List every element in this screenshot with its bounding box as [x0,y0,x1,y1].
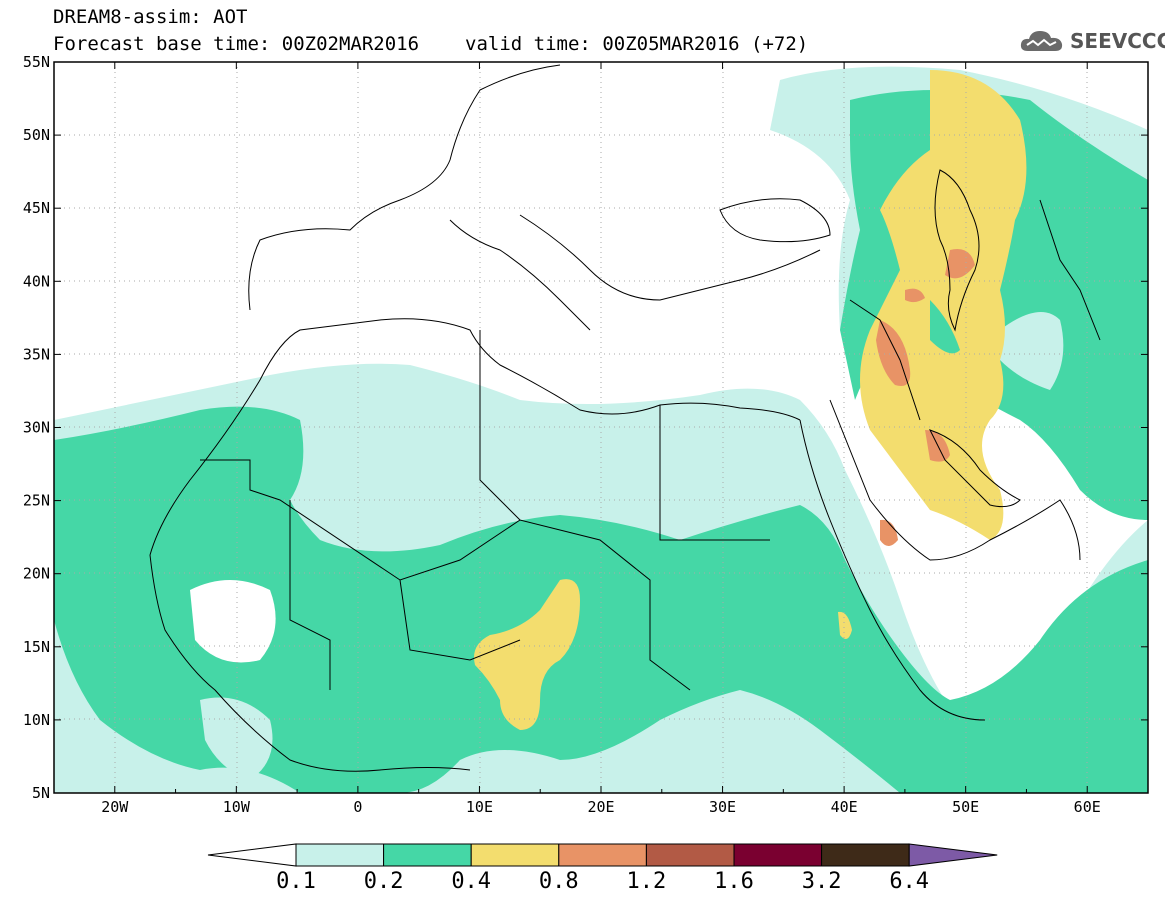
colorbar-boxes [207,843,998,867]
aot-band-12 [876,320,911,386]
lat-tick-label: 50N [23,126,50,144]
aot-band-08 [860,70,1027,540]
lat-tick-label: 35N [23,345,50,363]
colorbar-box [733,843,823,867]
lon-tick-label: 0 [353,798,362,816]
lat-tick-label: 55N [23,53,50,71]
time-info: Forecast base time: 00Z02MAR2016 valid ti… [53,33,808,55]
lon-tick-label: 60E [1074,798,1101,816]
lat-tick-label: 40N [23,272,50,290]
lat-tick-label: 30N [23,419,50,437]
aot-field [54,66,1148,793]
colorbar-box [821,843,910,867]
aot-band-03 [54,406,1148,793]
colorbar-label: 6.4 [889,869,929,894]
aot-band-04 [190,580,276,663]
colorbar-label: 3.2 [802,869,842,894]
lat-axis: 55N 50N 45N 40N 35N 30N 25N 20N 15N 10N 5N [23,53,1148,802]
lon-tick-label: 20E [587,798,614,816]
colorbar-label: 0.8 [539,869,579,894]
cloud-icon [1020,31,1063,51]
colorbar-box [470,843,560,867]
forecast-base-time: Forecast base time: 00Z02MAR2016 [53,33,420,55]
coastlines-borders [149,64,1101,772]
lat-tick-label: 25N [23,492,50,510]
colorbar-labels: 0.1 0.2 0.4 0.8 1.2 1.6 3.2 6.4 [276,869,929,894]
colorbar-box [295,843,385,867]
aot-band-13 [945,249,975,279]
colorbar-label: 0.4 [451,869,491,894]
lon-tick-label: 40E [831,798,858,816]
lon-tick-label: 10W [223,798,251,816]
lat-tick-label: 10N [23,711,50,729]
lat-tick-label: 15N [23,638,50,656]
aot-band-09 [930,300,960,354]
lon-axis: 20W 10W 0 10E 20E 30E 40E 50E 60E [53,62,1149,816]
valid-time: valid time: 00Z05MAR2016 (+72) [465,33,809,55]
lon-tick-label: 10E [466,798,493,816]
colorbar-box [383,843,472,867]
seevccc-logo: SEEVCCC [1018,26,1165,56]
colorbar-label: 0.2 [364,869,404,894]
lat-tick-label: 45N [23,199,50,217]
aot-band-11 [838,611,852,639]
aot-band-15 [880,519,898,546]
colorbar-label: 1.6 [714,869,754,894]
colorbar-over-arrow [908,843,998,867]
lat-tick-label: 5N [32,784,50,802]
aot-band-16 [905,288,925,303]
aot-band-05 [200,697,273,780]
aot-band-10 [474,579,580,730]
colorbar-label: 0.1 [276,869,316,894]
colorbar-under-arrow [207,843,297,867]
colorbar-box [645,843,735,867]
aot-band-07 [1000,312,1064,390]
colorbar-box [558,843,647,867]
lon-tick-label: 30E [709,798,736,816]
logo-text: SEEVCCC [1070,29,1165,53]
colorbar-label: 1.2 [627,869,667,894]
lon-tick-label: 50E [952,798,979,816]
map-title: DREAM8-assim: AOT [53,6,248,28]
lat-tick-label: 20N [23,565,50,583]
lon-tick-label: 20W [101,798,129,816]
